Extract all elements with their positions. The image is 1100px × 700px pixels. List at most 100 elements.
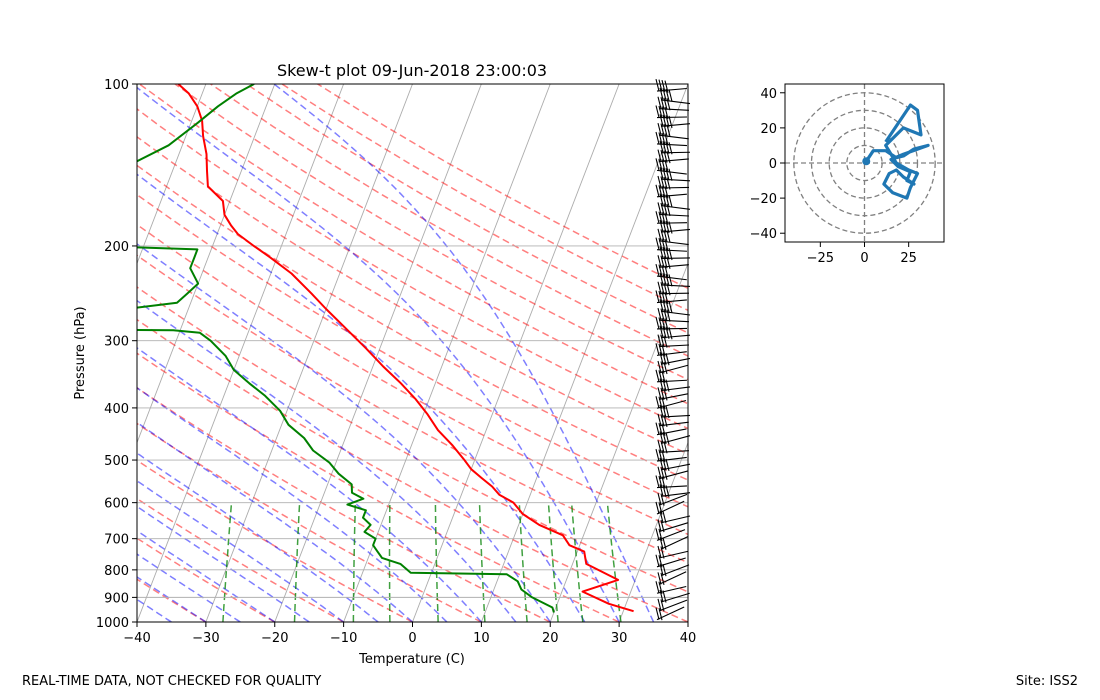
mixing-ratio-line — [518, 502, 528, 622]
y-tick-label: 100 — [104, 78, 129, 93]
isotherm-line — [480, 84, 688, 622]
y-tick-label: 500 — [104, 454, 129, 469]
hodograph-y-tick-label: −40 — [750, 227, 777, 242]
temperature-profile-line — [177, 84, 634, 613]
skewt-ticks: −40 −30 −20 −10 0 10 20 30 40 100 200 300 400 500 600 7… — [96, 78, 696, 646]
skewt-axes-frame — [136, 83, 689, 623]
moist-adiabat-line — [137, 505, 310, 622]
x-tick-label: 10 — [473, 631, 490, 646]
moist-adiabat-line — [273, 84, 655, 622]
hodograph-y-tick-label: 0 — [769, 157, 777, 172]
isotherm-line — [618, 441, 688, 622]
x-tick-label: −30 — [192, 631, 219, 646]
y-tick-label: 900 — [104, 591, 129, 606]
moist-adiabat-line — [137, 421, 414, 622]
x-tick-label: −40 — [123, 631, 150, 646]
mixing-ratio-line — [293, 502, 301, 622]
wind-barb — [659, 510, 691, 524]
y-axis-label: Pressure (hPa) — [73, 306, 88, 399]
isotherm-line — [412, 84, 620, 622]
isotherm-line — [137, 84, 276, 444]
moist-adiabat-line — [137, 529, 276, 622]
hodograph-ticks: −25 0 25 −40 −20 0 20 40 — [750, 87, 917, 266]
dry-adiabat-line — [138, 84, 688, 405]
dry-adiabat-line — [137, 422, 482, 622]
wind-barb — [655, 78, 687, 93]
moist-adiabat-line — [137, 173, 586, 622]
y-tick-label: 600 — [104, 497, 129, 512]
wind-barb — [657, 387, 689, 401]
mixing-ratio-line — [547, 502, 559, 622]
moist-adiabat-line — [137, 452, 379, 622]
isotherm-line — [549, 262, 688, 622]
y-tick-label: 200 — [104, 240, 129, 255]
mixing-ratio-line — [434, 502, 439, 622]
dry-adiabat-line — [210, 84, 688, 357]
dry-adiabat-line — [137, 135, 688, 455]
dry-adiabat-line — [137, 386, 551, 622]
hodograph-y-tick-label: 40 — [760, 87, 777, 102]
wind-barb — [655, 396, 687, 410]
x-tick-label: −20 — [261, 631, 288, 646]
skewt-series — [137, 84, 634, 613]
hodograph-y-tick-label: 20 — [760, 122, 777, 137]
wind-barb — [659, 167, 691, 182]
isotherm-line — [343, 84, 551, 622]
moist-adiabat-line — [137, 576, 207, 622]
hodograph-y-tick-label: −20 — [750, 192, 777, 207]
dry-adiabat-line — [137, 254, 688, 564]
moist-adiabat-line — [137, 86, 620, 622]
wind-barb — [659, 246, 691, 261]
x-axis-label: Temperature (C) — [358, 652, 465, 667]
dry-adiabat-line — [137, 459, 413, 622]
hodograph-series — [862, 103, 930, 200]
y-tick-label: 700 — [104, 533, 129, 548]
wind-barb — [657, 493, 688, 506]
dry-adiabat-line — [137, 193, 688, 508]
isotherm-line — [137, 84, 345, 622]
dry-adiabat-line — [281, 84, 688, 312]
hodograph-x-tick-label: 0 — [860, 251, 868, 266]
site-label: Site: ISS2 — [1015, 674, 1078, 689]
dry-adiabat-line — [174, 84, 688, 381]
wind-barb — [659, 87, 691, 105]
dry-adiabat-line — [245, 84, 688, 334]
dry-adiabat-line — [137, 223, 688, 536]
wind-barb — [659, 272, 691, 288]
y-tick-label: 400 — [104, 402, 129, 417]
isotherm-line — [274, 84, 482, 622]
isotherm-line — [0, 84, 68, 622]
x-tick-label: 30 — [611, 631, 628, 646]
moist-adiabat-line — [137, 553, 241, 622]
moist-adiabat-line — [137, 299, 517, 622]
isotherm-line — [137, 84, 207, 265]
wind-barb — [657, 360, 689, 375]
quality-disclaimer: REAL-TIME DATA, NOT CHECKED FOR QUALITY — [22, 674, 322, 689]
hodograph-x-tick-label: −25 — [807, 251, 834, 266]
isotherm-line — [205, 84, 413, 622]
wind-barb — [657, 519, 688, 533]
y-tick-label: 300 — [104, 335, 129, 350]
wind-barbs — [655, 78, 691, 621]
dewpoint-profile-line — [137, 84, 555, 613]
y-tick-label: 1000 — [96, 616, 129, 631]
hodograph-start-marker — [862, 157, 871, 166]
hodograph-x-tick-label: 25 — [900, 251, 917, 266]
wind-barb — [657, 413, 689, 427]
chart-title: Skew-t plot 09-Jun-2018 23:00:03 — [277, 61, 547, 80]
y-tick-label: 800 — [104, 564, 129, 579]
dry-adiabat-line — [137, 108, 688, 430]
wind-barb — [659, 325, 691, 340]
x-tick-label: 20 — [542, 631, 559, 646]
wind-barb — [659, 114, 691, 128]
mixing-ratio-line — [478, 502, 486, 622]
wind-barb — [655, 554, 686, 568]
moist-adiabat-line — [137, 386, 448, 622]
x-tick-label: 40 — [680, 631, 697, 646]
dry-adiabat-line — [137, 352, 620, 622]
dry-adiabat-line — [137, 578, 207, 622]
x-tick-label: −10 — [330, 631, 357, 646]
mixing-ratio-line — [570, 502, 584, 622]
wind-barb — [655, 422, 687, 436]
skewt-pressure-grid — [137, 245, 688, 598]
